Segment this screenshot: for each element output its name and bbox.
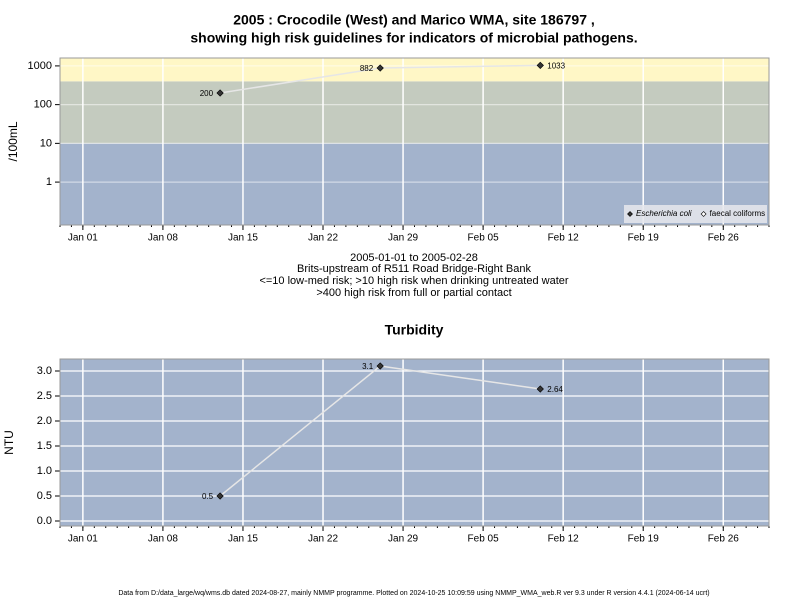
chart-title: Turbidity (385, 322, 444, 338)
x-tick-label: Jan 15 (228, 233, 258, 244)
x-tick-label: Jan 15 (228, 534, 258, 545)
data-label: 882 (360, 64, 374, 73)
x-tick-label: Jan 29 (388, 233, 418, 244)
data-label: 1033 (547, 61, 565, 70)
x-tick-label: Jan 08 (148, 534, 178, 545)
y-tick-label: 2.5 (37, 390, 52, 402)
legend-box (624, 205, 767, 223)
legend-marker (700, 211, 707, 217)
caption: <=10 low-med risk; >10 high risk when dr… (259, 275, 568, 287)
x-tick-label: Jan 29 (388, 534, 418, 545)
y-axis-label: NTU (2, 430, 16, 455)
y-tick-label: 1 (46, 176, 52, 188)
y-tick-label: 1000 (28, 60, 52, 72)
y-tick-label: 1.0 (37, 465, 52, 477)
caption: Brits-upstream of R511 Road Bridge-Right… (297, 263, 531, 275)
y-tick-label: 2.0 (37, 415, 52, 427)
x-tick-label: Feb 26 (708, 233, 740, 244)
chart-title: showing high risk guidelines for indicat… (190, 30, 637, 46)
legend: Escherichia coli faecal coliforms (624, 205, 767, 223)
x-tick-label: Feb 12 (548, 233, 580, 244)
plot-frame (59, 57, 770, 226)
risk-band (60, 58, 769, 82)
legend-marker (627, 211, 633, 217)
data-point (216, 492, 224, 500)
chart-title: 2005 : Crocodile (West) and Marico WMA, … (233, 12, 595, 28)
x-tick-label: Feb 19 (628, 534, 660, 545)
y-tick-label: 0.0 (37, 515, 52, 527)
data-label: 200 (200, 89, 214, 98)
legend-label: Escherichia coli (636, 209, 692, 218)
risk-band (60, 81, 769, 144)
caption: 2005-01-01 to 2005-02-28 (350, 252, 478, 264)
x-tick-label: Feb 05 (468, 233, 500, 244)
data-point (536, 385, 544, 393)
data-point (376, 64, 384, 72)
x-tick-label: Feb 12 (548, 534, 580, 545)
x-tick-label: Jan 08 (148, 233, 178, 244)
data-label: 0.5 (202, 492, 214, 501)
legend-label: faecal coliforms (710, 209, 766, 218)
y-tick-label: 10 (40, 137, 52, 149)
data-point (216, 89, 224, 97)
data-label: 2.64 (547, 385, 563, 394)
y-axis-label: /100mL (6, 121, 20, 161)
data-point (376, 362, 384, 370)
x-tick-label: Jan 22 (308, 233, 338, 244)
x-tick-label: Jan 01 (68, 534, 98, 545)
x-tick-label: Feb 26 (708, 534, 740, 545)
y-tick-label: 0.5 (37, 490, 52, 502)
caption: >400 high risk from full or partial cont… (316, 287, 511, 299)
y-tick-label: 3.0 (37, 365, 52, 377)
data-point (536, 61, 544, 69)
x-tick-label: Jan 01 (68, 233, 98, 244)
plot-frame (59, 358, 770, 527)
x-tick-label: Feb 19 (628, 233, 660, 244)
data-label: 3.1 (362, 362, 374, 371)
footer: Data from D:/data_large/wq/wms.db dated … (118, 590, 709, 597)
y-tick-label: 100 (34, 99, 52, 111)
y-tick-label: 1.5 (37, 440, 52, 452)
x-tick-label: Feb 05 (468, 534, 500, 545)
risk-band (60, 359, 769, 526)
x-tick-label: Jan 22 (308, 534, 338, 545)
